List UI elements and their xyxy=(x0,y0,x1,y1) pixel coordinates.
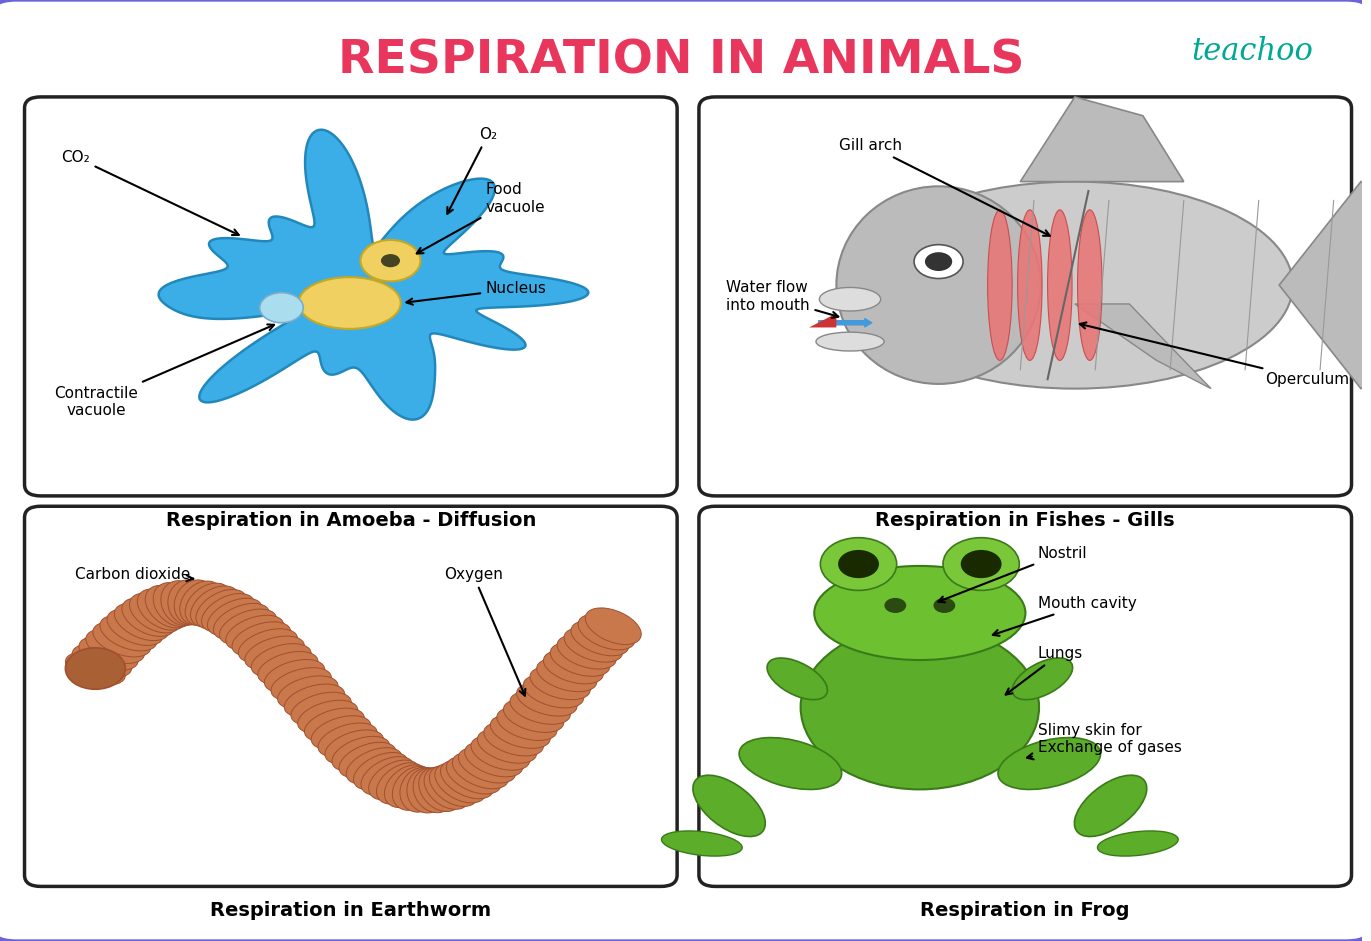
Ellipse shape xyxy=(154,582,197,627)
Ellipse shape xyxy=(369,760,420,800)
Circle shape xyxy=(820,537,897,590)
Ellipse shape xyxy=(585,608,642,645)
Text: Respiration in Earthworm: Respiration in Earthworm xyxy=(210,901,491,920)
FancyBboxPatch shape xyxy=(25,97,677,496)
Text: Nucleus: Nucleus xyxy=(406,281,547,305)
Text: Slimy skin for
Exchange of gases: Slimy skin for Exchange of gases xyxy=(1027,723,1182,759)
Ellipse shape xyxy=(271,668,332,701)
Ellipse shape xyxy=(536,659,596,692)
Ellipse shape xyxy=(435,763,487,803)
Text: Respiration in Amoeba - Diffusion: Respiration in Amoeba - Diffusion xyxy=(166,511,536,530)
Text: Food
vacuole: Food vacuole xyxy=(417,183,546,253)
Ellipse shape xyxy=(440,760,494,799)
Ellipse shape xyxy=(180,581,223,625)
Ellipse shape xyxy=(185,583,232,626)
Text: Gill arch: Gill arch xyxy=(839,138,1050,236)
Ellipse shape xyxy=(543,650,603,684)
Ellipse shape xyxy=(114,603,169,641)
Circle shape xyxy=(361,240,421,281)
Ellipse shape xyxy=(258,651,318,685)
FancyBboxPatch shape xyxy=(699,506,1352,886)
Text: Contractile
vacuole: Contractile vacuole xyxy=(55,325,274,418)
Text: Water flow
into mouth: Water flow into mouth xyxy=(727,280,838,318)
Ellipse shape xyxy=(66,652,125,685)
Ellipse shape xyxy=(458,747,515,783)
Ellipse shape xyxy=(318,723,377,758)
Point xyxy=(1250,195,1267,206)
Ellipse shape xyxy=(80,636,138,670)
Point xyxy=(1326,195,1342,206)
Ellipse shape xyxy=(122,598,175,636)
Ellipse shape xyxy=(361,757,414,795)
Ellipse shape xyxy=(496,708,557,741)
Ellipse shape xyxy=(1097,831,1178,856)
Text: teachoo: teachoo xyxy=(1191,36,1313,67)
Polygon shape xyxy=(1075,304,1211,389)
Text: O₂: O₂ xyxy=(447,127,498,214)
Ellipse shape xyxy=(137,589,186,630)
Ellipse shape xyxy=(239,629,298,662)
Circle shape xyxy=(925,252,953,271)
Ellipse shape xyxy=(392,766,436,810)
Circle shape xyxy=(66,647,125,689)
Ellipse shape xyxy=(510,692,570,725)
Text: Oxygen: Oxygen xyxy=(444,567,525,695)
Ellipse shape xyxy=(202,594,255,632)
Ellipse shape xyxy=(339,742,396,778)
Line: 2 pts: 2 pts xyxy=(1047,191,1089,379)
Ellipse shape xyxy=(191,586,240,628)
Ellipse shape xyxy=(73,644,132,678)
Circle shape xyxy=(381,254,400,267)
Ellipse shape xyxy=(325,730,384,764)
Ellipse shape xyxy=(766,658,827,700)
Polygon shape xyxy=(1279,182,1371,389)
Ellipse shape xyxy=(563,628,622,662)
Ellipse shape xyxy=(284,684,344,717)
Ellipse shape xyxy=(692,775,765,837)
Ellipse shape xyxy=(345,748,402,784)
Ellipse shape xyxy=(291,693,351,726)
Ellipse shape xyxy=(1075,775,1146,837)
Ellipse shape xyxy=(174,580,215,625)
Ellipse shape xyxy=(531,666,591,700)
Ellipse shape xyxy=(503,699,563,732)
Text: RESPIRATION IN ANIMALS: RESPIRATION IN ANIMALS xyxy=(339,39,1024,84)
Ellipse shape xyxy=(107,609,163,646)
Point xyxy=(1087,364,1104,375)
Ellipse shape xyxy=(836,186,1041,384)
Ellipse shape xyxy=(570,621,629,656)
Point xyxy=(1080,185,1097,197)
Ellipse shape xyxy=(277,676,339,709)
Point xyxy=(1039,374,1056,385)
Ellipse shape xyxy=(407,768,448,813)
Ellipse shape xyxy=(418,768,462,811)
Ellipse shape xyxy=(129,593,181,633)
Ellipse shape xyxy=(86,629,145,663)
Point xyxy=(1026,195,1042,206)
Line: 2 pts: 2 pts xyxy=(1171,200,1183,370)
Ellipse shape xyxy=(1017,210,1042,360)
Point xyxy=(1012,364,1028,375)
Text: Respiration in Fishes - Gills: Respiration in Fishes - Gills xyxy=(876,511,1175,530)
Ellipse shape xyxy=(311,716,372,749)
Ellipse shape xyxy=(820,287,880,311)
Ellipse shape xyxy=(226,615,284,650)
Ellipse shape xyxy=(857,182,1293,389)
Polygon shape xyxy=(159,130,588,420)
Circle shape xyxy=(943,537,1019,590)
Ellipse shape xyxy=(491,715,550,748)
Point xyxy=(1237,364,1253,375)
Ellipse shape xyxy=(477,729,536,763)
Ellipse shape xyxy=(214,603,270,640)
Ellipse shape xyxy=(400,767,441,812)
Line: 2 pts: 2 pts xyxy=(1245,200,1259,370)
Ellipse shape xyxy=(196,589,247,630)
Ellipse shape xyxy=(987,210,1012,360)
Ellipse shape xyxy=(232,622,291,656)
Ellipse shape xyxy=(484,723,543,756)
Ellipse shape xyxy=(472,736,529,771)
Ellipse shape xyxy=(1012,658,1072,700)
Text: Respiration in Frog: Respiration in Frog xyxy=(920,901,1130,920)
Polygon shape xyxy=(809,313,836,327)
